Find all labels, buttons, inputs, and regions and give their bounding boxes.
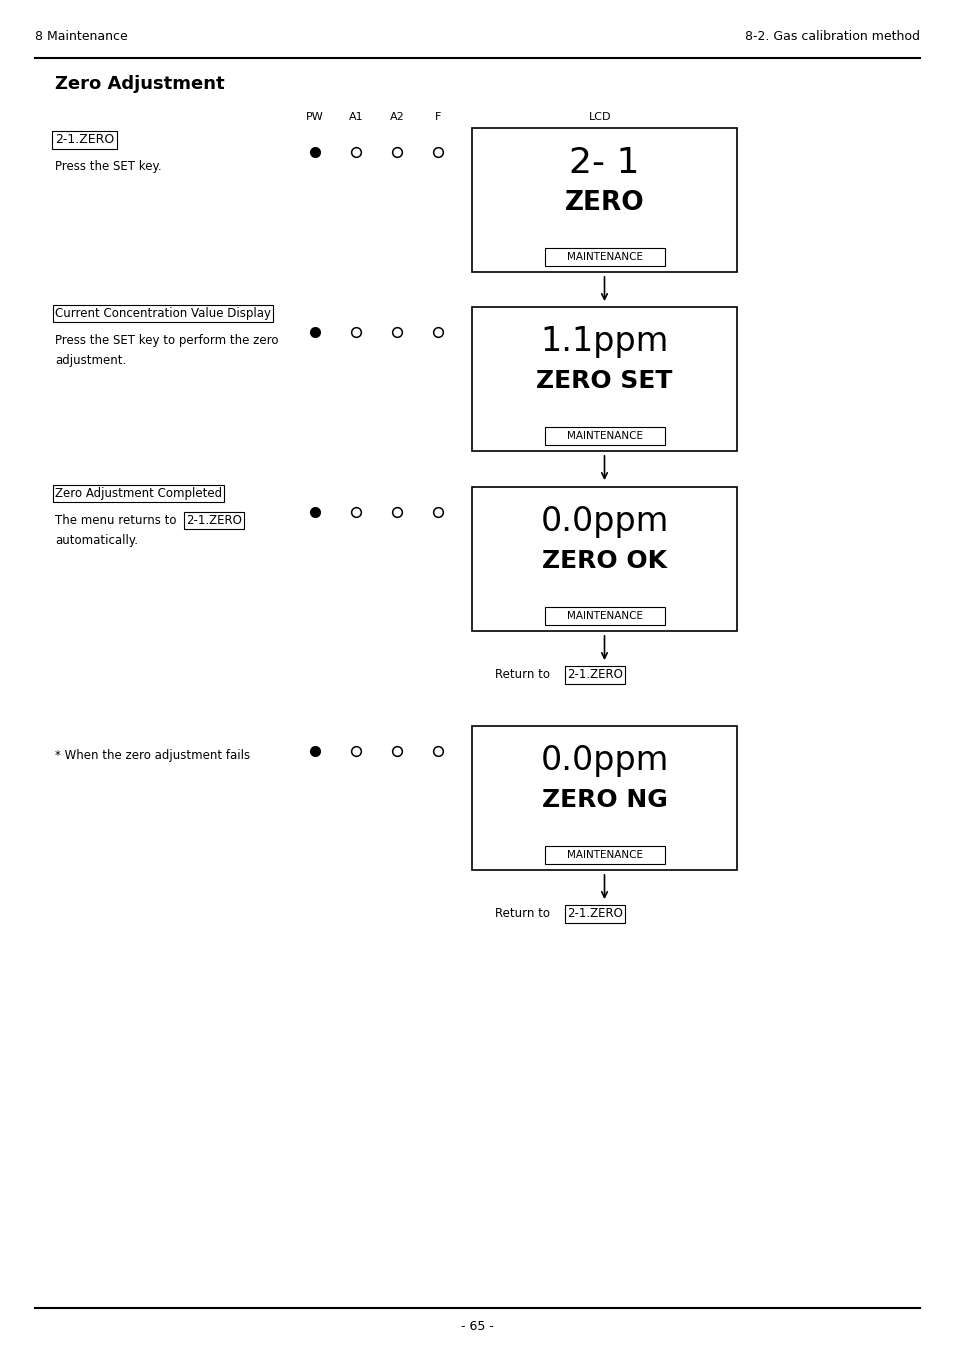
Text: ZERO OK: ZERO OK xyxy=(541,549,666,573)
Text: 0.0ppm: 0.0ppm xyxy=(539,744,668,777)
Text: 0.0ppm: 0.0ppm xyxy=(539,505,668,538)
Text: Press the SET key.: Press the SET key. xyxy=(55,159,161,173)
Text: Press the SET key to perform the zero: Press the SET key to perform the zero xyxy=(55,334,278,347)
Text: * When the zero adjustment fails: * When the zero adjustment fails xyxy=(55,748,250,762)
Text: The menu returns to: The menu returns to xyxy=(55,513,180,527)
Bar xyxy=(472,307,737,451)
Text: ZERO: ZERO xyxy=(564,190,643,216)
Text: MAINTENANCE: MAINTENANCE xyxy=(566,253,641,262)
Text: Zero Adjustment Completed: Zero Adjustment Completed xyxy=(55,486,222,500)
Text: 8-2. Gas calibration method: 8-2. Gas calibration method xyxy=(744,30,919,43)
Text: 2-1.ZERO: 2-1.ZERO xyxy=(186,513,242,527)
Text: Return to: Return to xyxy=(495,908,553,920)
Text: 2-1.ZERO: 2-1.ZERO xyxy=(566,669,622,681)
Bar xyxy=(544,846,664,865)
Text: MAINTENANCE: MAINTENANCE xyxy=(566,850,641,861)
Text: PW: PW xyxy=(306,112,323,122)
Text: MAINTENANCE: MAINTENANCE xyxy=(566,611,641,621)
Text: Zero Adjustment: Zero Adjustment xyxy=(55,76,224,93)
Bar xyxy=(472,725,737,870)
Text: Return to: Return to xyxy=(495,669,553,681)
Bar xyxy=(472,128,737,272)
Text: A2: A2 xyxy=(389,112,404,122)
Text: 2-1.ZERO: 2-1.ZERO xyxy=(566,908,622,920)
Bar xyxy=(544,249,664,266)
Text: adjustment.: adjustment. xyxy=(55,354,126,367)
Bar xyxy=(472,486,737,631)
Text: F: F xyxy=(435,112,440,122)
Text: A1: A1 xyxy=(349,112,363,122)
Text: 8 Maintenance: 8 Maintenance xyxy=(35,30,128,43)
Text: 2-1.ZERO: 2-1.ZERO xyxy=(55,132,114,146)
Text: MAINTENANCE: MAINTENANCE xyxy=(566,431,641,440)
Text: 1.1ppm: 1.1ppm xyxy=(539,326,668,358)
Bar xyxy=(544,427,664,444)
Text: 2- 1: 2- 1 xyxy=(569,146,639,180)
Text: - 65 -: - 65 - xyxy=(460,1320,493,1333)
Text: ZERO SET: ZERO SET xyxy=(536,369,672,393)
Text: LCD: LCD xyxy=(588,112,611,122)
Bar xyxy=(544,607,664,626)
Text: Current Concentration Value Display: Current Concentration Value Display xyxy=(55,307,271,320)
Text: automatically.: automatically. xyxy=(55,534,138,547)
Text: ZERO NG: ZERO NG xyxy=(541,788,667,812)
